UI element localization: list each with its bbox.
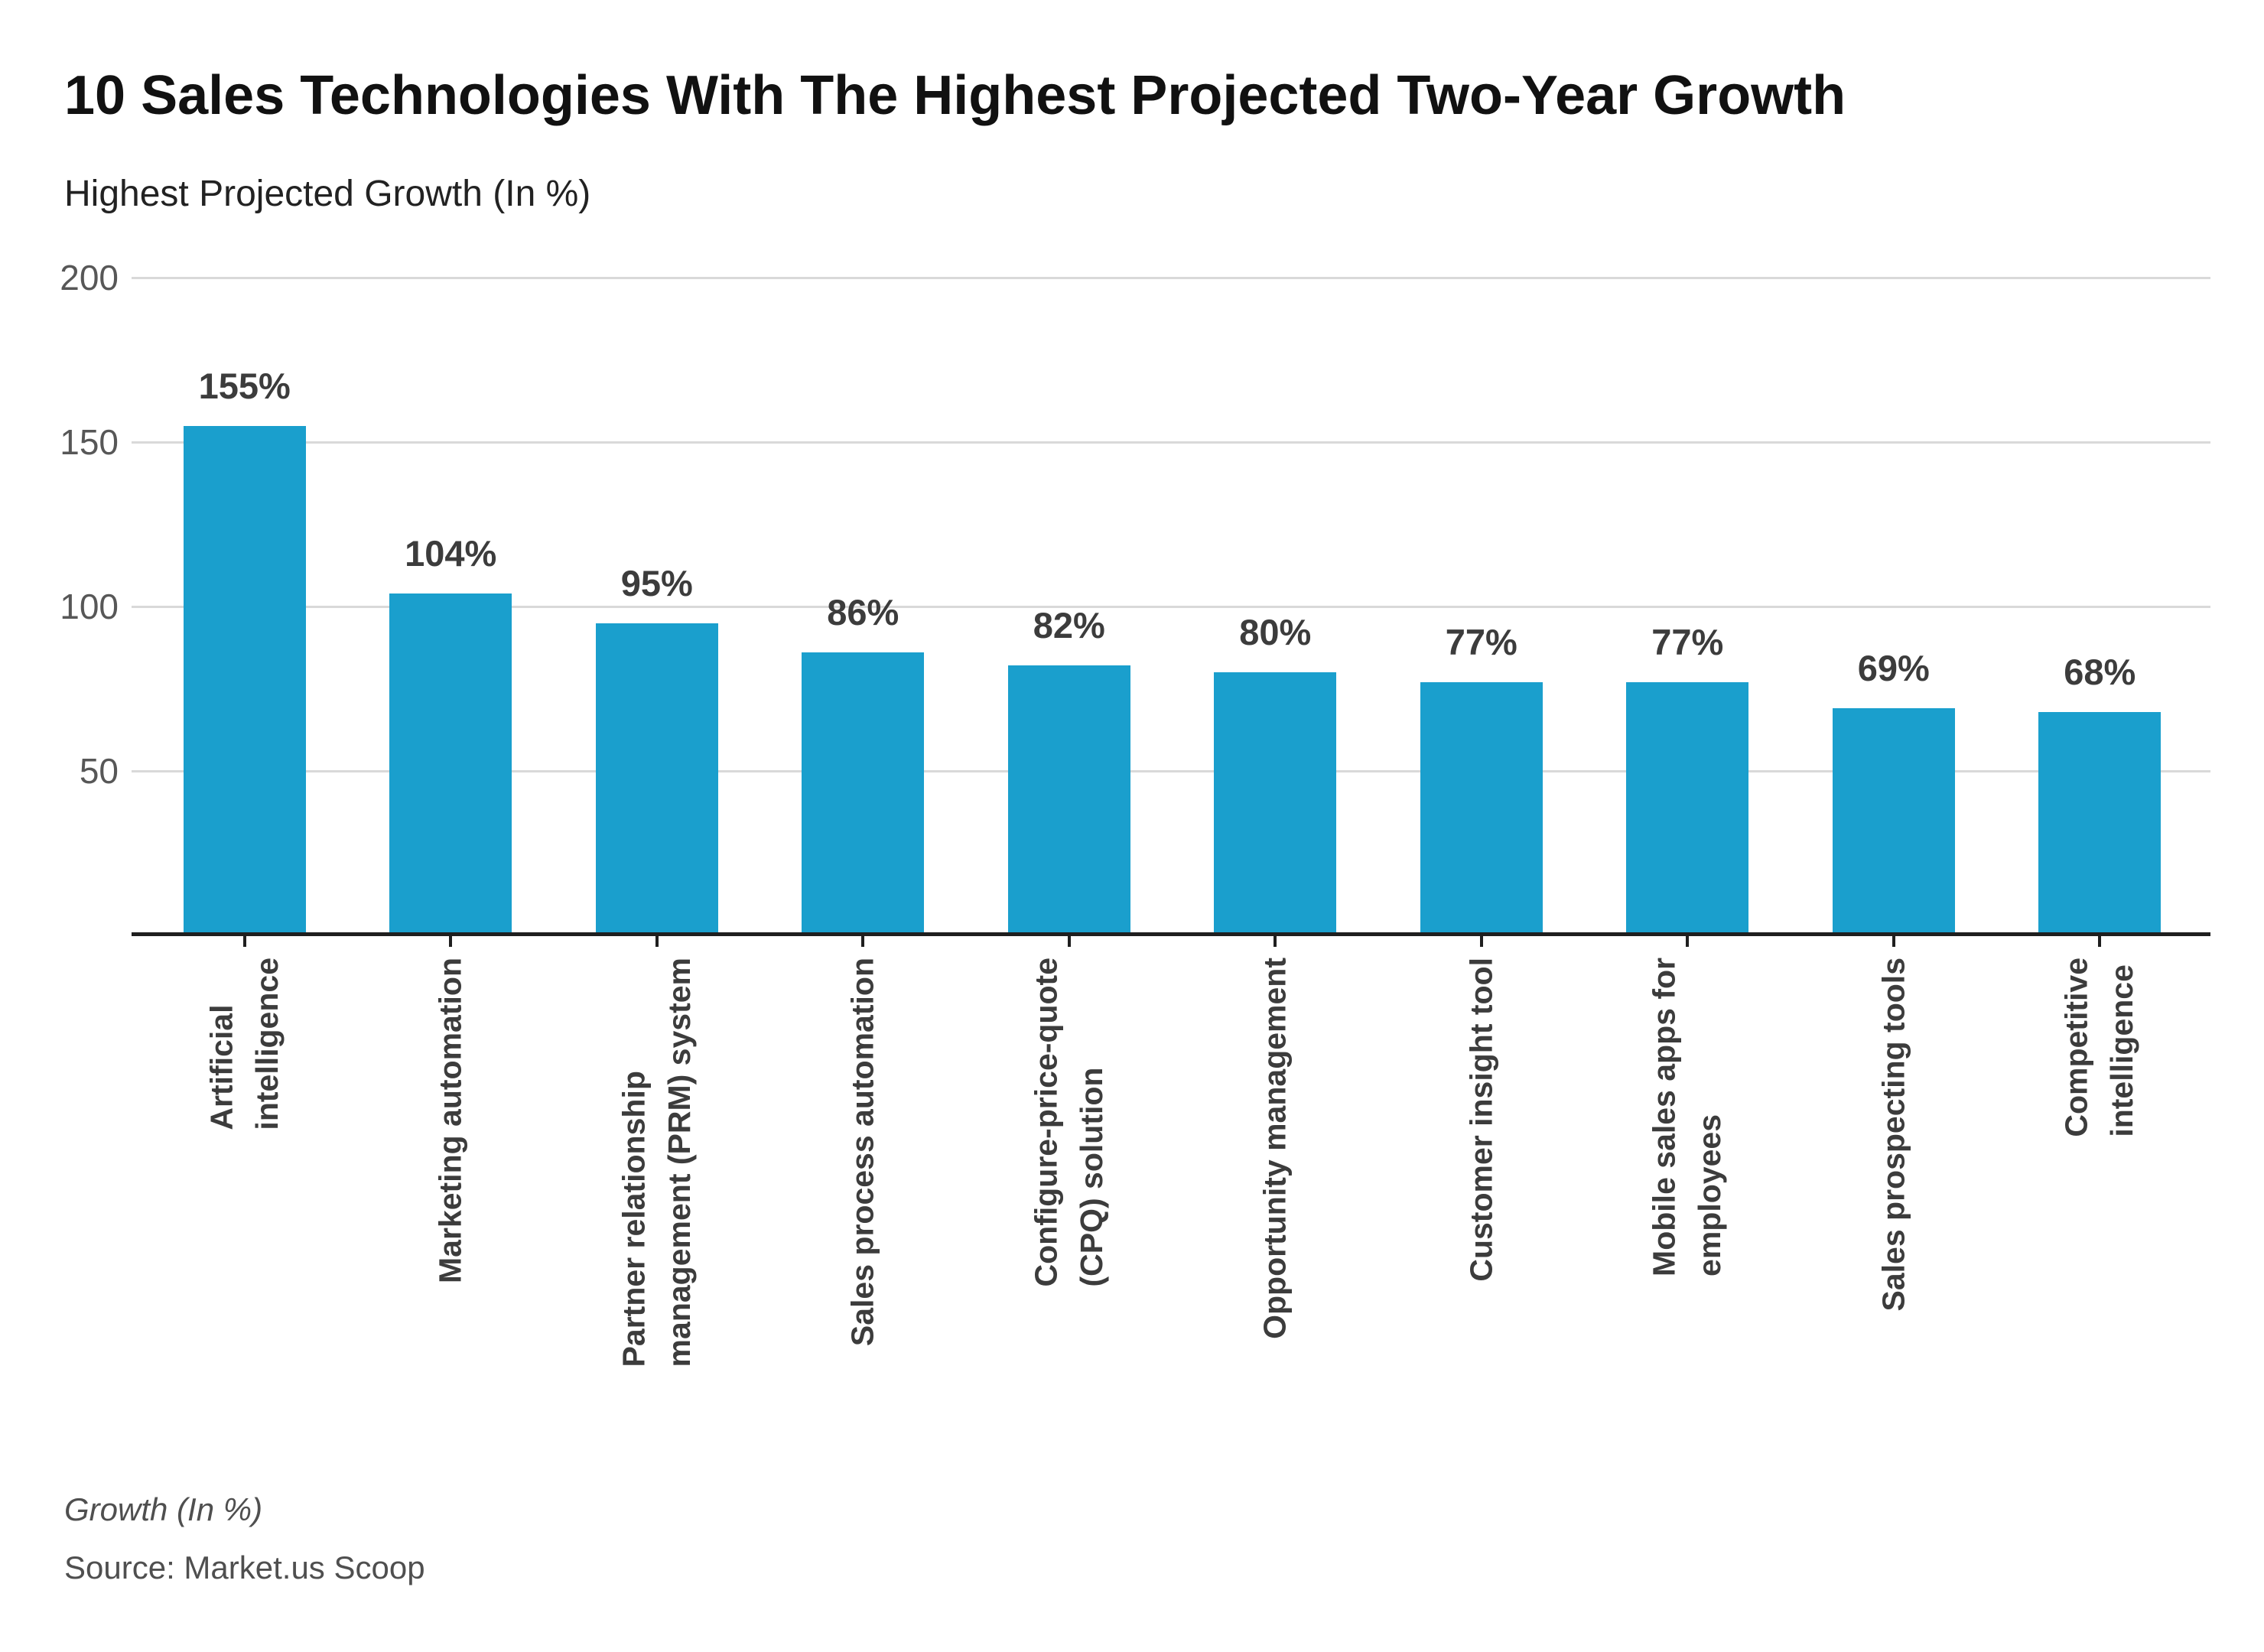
- gridline: [132, 606, 2210, 608]
- x-category-label: Configure-price-quote (CPQ) solution: [1028, 958, 1109, 1287]
- y-tick-label: 150: [60, 422, 119, 462]
- x-category-label: Marketing automation: [432, 958, 468, 1283]
- x-category-label-wrap: Sales prospecting tools: [1871, 958, 1916, 1312]
- bar-value-label: 80%: [1239, 612, 1312, 652]
- bar: [1832, 708, 1955, 935]
- bar-value-label: 86%: [827, 592, 899, 633]
- x-category-label-wrap: Sales process automation: [841, 958, 886, 1346]
- y-tick-label: 50: [79, 751, 119, 791]
- bar-value-label: 77%: [1651, 621, 1724, 662]
- x-axis-tick: [449, 936, 453, 947]
- x-category-label: Artificial intelligence: [203, 958, 285, 1130]
- x-axis-tick: [1892, 936, 1895, 947]
- x-category-label: Partner relationship management (PRM) sy…: [616, 958, 697, 1367]
- x-axis-tick: [861, 936, 865, 947]
- bar-value-label: 155%: [198, 365, 291, 406]
- y-tick-label: 100: [60, 587, 119, 626]
- x-category-label-wrap: Artificial intelligence: [199, 958, 290, 1130]
- footer-note: Growth (In %): [64, 1491, 263, 1527]
- bar: [595, 623, 718, 935]
- x-axis-tick: [1479, 936, 1483, 947]
- x-category-label: Customer insight tool: [1463, 958, 1499, 1282]
- x-category-label-wrap: Mobile sales apps for employees: [1642, 958, 1733, 1276]
- x-category-label: Competitive intelligence: [2058, 958, 2140, 1137]
- x-category-label-wrap: Marketing automation: [428, 958, 473, 1283]
- y-tick-label: 200: [60, 258, 119, 298]
- x-category-label: Sales prospecting tools: [1875, 958, 1911, 1312]
- x-axis-category-labels: Artificial intelligence Marketing automat…: [142, 958, 2203, 1539]
- x-category-label-wrap: Configure-price-quote (CPQ) solution: [1023, 958, 1114, 1286]
- bar: [1214, 672, 1337, 935]
- gridline: [132, 441, 2210, 444]
- gridline: [132, 277, 2210, 279]
- bar-value-label: 95%: [620, 562, 693, 603]
- bar: [1420, 681, 1543, 935]
- x-axis-tick: [1686, 936, 1690, 947]
- bar-value-label: 104%: [405, 532, 497, 574]
- bar: [2038, 711, 2162, 935]
- x-category-label: Mobile sales apps for employees: [1646, 958, 1728, 1276]
- footer-source: Source: Market.us Scoop: [64, 1550, 425, 1585]
- plot-area: 155% 104% 95% 86% 82% 80% 77% 77% 69% 68%: [132, 277, 2210, 947]
- x-category-label-wrap: Opportunity management: [1253, 958, 1298, 1339]
- bar: [183, 425, 306, 935]
- chart-title: 10 Sales Technologies With The Highest P…: [64, 65, 1846, 126]
- bar: [389, 593, 512, 935]
- x-axis-tick: [1067, 936, 1071, 947]
- gridline: [132, 770, 2210, 772]
- bar: [1626, 681, 1749, 935]
- x-axis-tick: [1274, 936, 1277, 947]
- x-category-label: Opportunity management: [1257, 958, 1293, 1339]
- x-axis-tick: [242, 936, 246, 947]
- bar: [802, 652, 925, 935]
- bar-value-label: 68%: [2064, 651, 2136, 692]
- bar-value-label: 77%: [1445, 621, 1517, 662]
- x-category-label: Sales process automation: [844, 958, 880, 1347]
- chart-subtitle: Highest Projected Growth (In %): [64, 174, 591, 214]
- x-category-label-wrap: Customer insight tool: [1459, 958, 1504, 1282]
- bar-value-label: 82%: [1033, 605, 1105, 646]
- x-axis-tick: [2098, 936, 2102, 947]
- x-category-label-wrap: Partner relationship management (PRM) sy…: [611, 958, 702, 1367]
- bar-value-label: 69%: [1857, 648, 1930, 689]
- bar: [1007, 665, 1130, 935]
- x-category-label-wrap: Competitive intelligence: [2054, 958, 2145, 1137]
- x-axis-line: [132, 932, 2210, 936]
- x-axis-tick: [655, 936, 659, 947]
